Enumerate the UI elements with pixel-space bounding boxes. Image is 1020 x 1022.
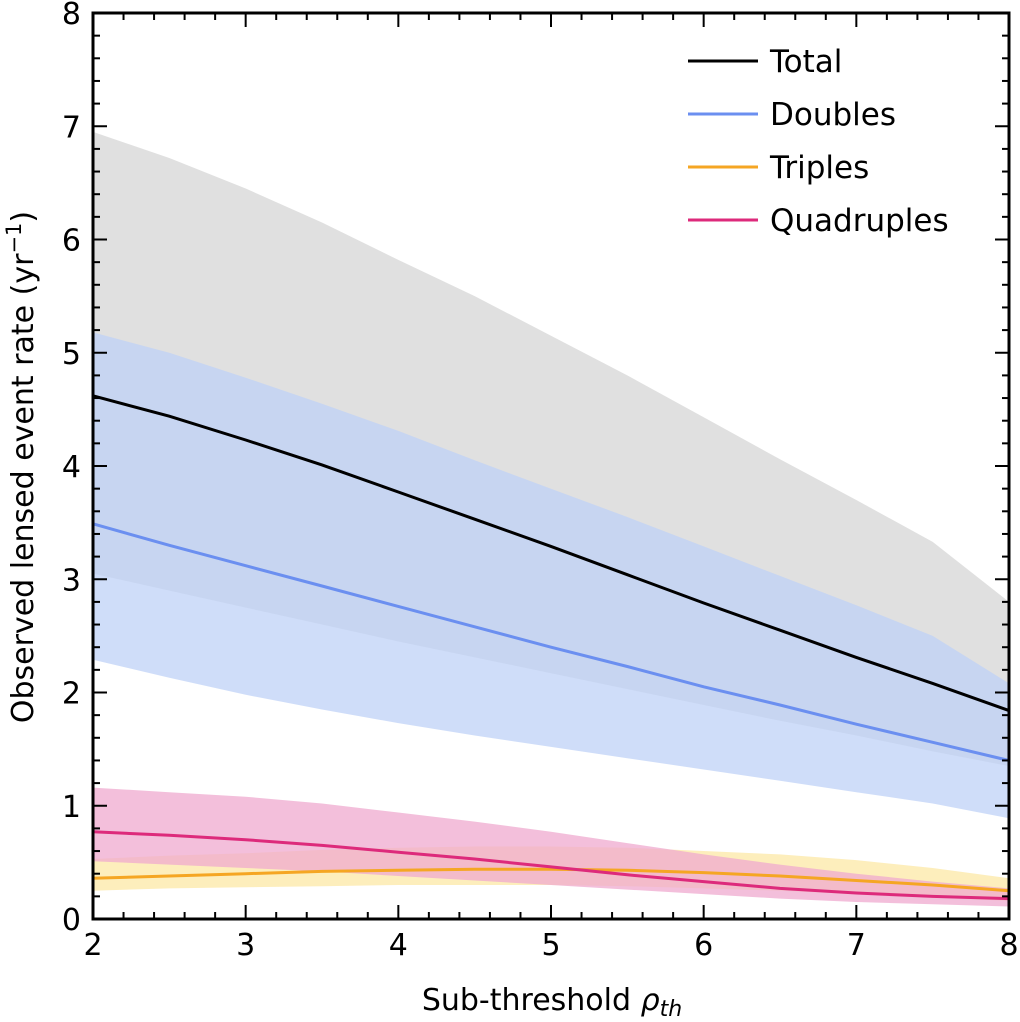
x-tick-label: 5 — [541, 928, 560, 963]
x-tick-label: 6 — [694, 928, 713, 963]
legend-label-total: Total — [769, 44, 842, 80]
line-triples — [92, 867, 1010, 893]
line-total — [92, 394, 1010, 713]
y-axis-title: Observed lensed event rate (yr−1) — [2, 211, 41, 723]
series-lines — [92, 394, 1010, 901]
y-axis-title-superscript: −1 — [2, 223, 26, 254]
x-tick-label: 7 — [847, 928, 866, 963]
y-tick-label: 5 — [62, 337, 81, 372]
line-doubles — [92, 522, 1010, 762]
x-axis-title-subscript: th — [660, 997, 683, 1022]
x-tick-label: 4 — [389, 928, 408, 963]
tick-labels: 2 3 4 5 6 7 8 0 1 2 3 4 5 6 7 8 — [62, 0, 1019, 963]
x-tick-label: 3 — [236, 928, 255, 963]
y-axis-title-main: Observed lensed event rate (yr — [6, 253, 41, 723]
legend-label-quadruples: Quadruples — [770, 203, 949, 239]
y-axis-title-close: ) — [6, 211, 41, 223]
legend-label-doubles: Doubles — [770, 97, 896, 133]
y-tick-label: 2 — [62, 677, 81, 712]
y-tick-label: 6 — [62, 224, 81, 259]
y-tick-label: 4 — [62, 450, 81, 485]
y-tick-label: 8 — [62, 0, 81, 32]
legend: Total Doubles Triples Quadruples — [688, 44, 949, 239]
y-tick-label: 3 — [62, 563, 81, 598]
y-tick-label: 1 — [62, 790, 81, 825]
y-tick-label: 7 — [62, 110, 81, 145]
x-tick-label: 2 — [83, 928, 102, 963]
x-axis-title: Sub-threshold ρth — [422, 983, 682, 1022]
y-tick-label: 0 — [62, 903, 81, 938]
x-tick-label: 8 — [999, 928, 1018, 963]
legend-label-triples: Triples — [769, 150, 869, 186]
uncertainty-bands — [93, 131, 1009, 907]
x-axis-title-main: Sub-threshold — [422, 983, 641, 1018]
line-quadruples — [92, 830, 1010, 901]
band-doubles — [93, 332, 1009, 819]
x-axis-title-symbol: ρ — [641, 983, 660, 1018]
plot-frame — [91, 11, 1011, 921]
